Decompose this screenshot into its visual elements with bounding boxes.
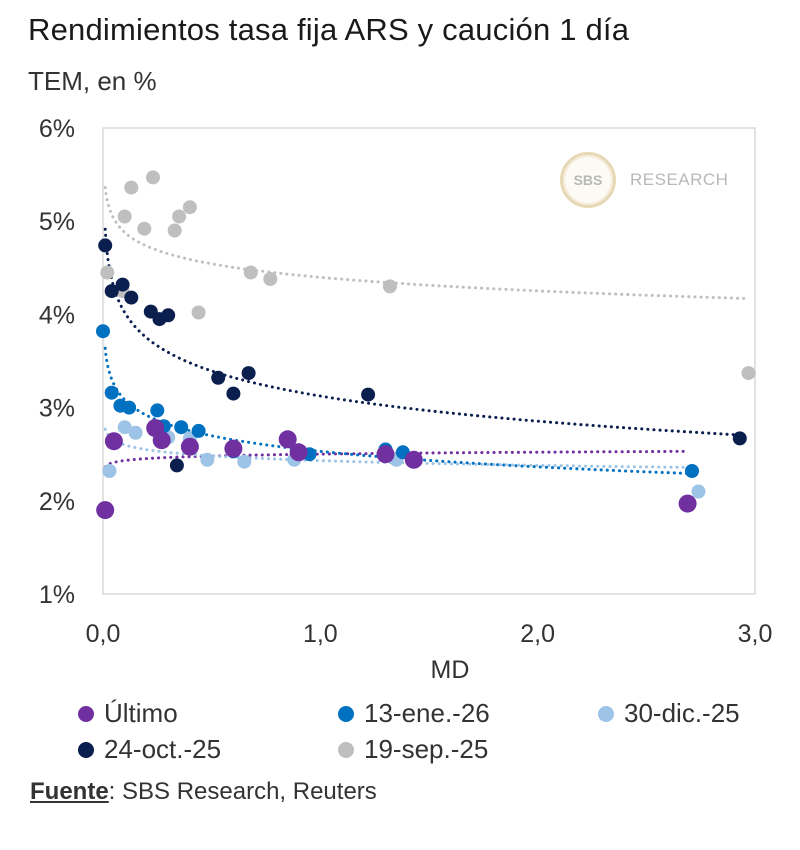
data-point [117, 209, 132, 224]
data-point [211, 370, 226, 385]
data-point [124, 290, 139, 305]
x-tick-label: 2,0 [520, 620, 555, 648]
data-point [161, 308, 176, 323]
y-axis: 1% 2% 3% 4% 5% 6% [39, 115, 75, 609]
data-point [237, 454, 252, 469]
data-point [104, 284, 119, 299]
x-tick-label: 0,0 [86, 620, 121, 648]
y-tick-label: 2% [39, 488, 75, 516]
x-axis-label: MD [431, 656, 470, 684]
legend-marker [78, 741, 94, 758]
data-point [96, 501, 115, 520]
trendline [103, 227, 742, 437]
y-tick-label: 5% [39, 208, 75, 236]
data-point [152, 431, 171, 450]
scatter-chart: 1% 2% 3% 4% 5% 6% 0,0 1,0 2,0 3,0 MD [39, 115, 773, 684]
data-point [182, 200, 197, 215]
data-point [167, 223, 182, 238]
legend-item: 30-dic.-25 [598, 698, 740, 729]
data-point [289, 443, 308, 462]
y-tick-label: 4% [39, 301, 75, 329]
data-point [128, 425, 143, 440]
data-point [124, 180, 139, 195]
y-tick-label: 3% [39, 395, 75, 423]
legend-item: 24-oct.-25 [78, 734, 221, 765]
y-tick-label: 6% [39, 115, 75, 143]
legend-marker [338, 705, 354, 722]
legend-label: 24-oct.-25 [104, 734, 222, 764]
data-point [376, 445, 395, 464]
data-point [263, 272, 278, 286]
data-point [102, 464, 117, 478]
data-point [146, 170, 160, 185]
trendline [103, 346, 694, 476]
data-point [117, 420, 132, 435]
legend-marker [598, 705, 614, 722]
data-point [191, 305, 206, 320]
legend-marker [338, 741, 354, 758]
source-label: Fuente [30, 778, 109, 805]
data-point [137, 221, 152, 236]
data-point [180, 437, 199, 456]
sbs-logo: SBS RESEARCH [560, 152, 728, 208]
legend-label: 19-sep.-25 [364, 734, 489, 764]
data-point [224, 439, 243, 458]
data-point [404, 450, 423, 469]
data-point [104, 385, 119, 400]
data-points [96, 170, 756, 520]
logo-mark: SBS [560, 152, 616, 208]
data-point [191, 423, 206, 438]
data-point [685, 464, 699, 478]
data-point [691, 484, 706, 499]
plot-area [102, 127, 756, 595]
legend-marker [78, 705, 94, 722]
data-point [361, 387, 376, 402]
trendline [103, 186, 750, 300]
x-tick-label: 1,0 [303, 620, 338, 648]
legend-item: 19-sep.-25 [338, 734, 488, 765]
chart-subtitle: TEM, en % [28, 66, 157, 96]
data-point [243, 265, 258, 280]
trendline [103, 427, 700, 469]
x-axis: 0,0 1,0 2,0 3,0 [86, 620, 773, 648]
data-point [226, 386, 241, 401]
data-point [172, 209, 187, 224]
data-point [200, 452, 215, 467]
data-point [678, 494, 697, 513]
legend-label: 30-dic.-25 [624, 698, 740, 728]
data-point [96, 324, 110, 339]
legend-item: 13-ene.-26 [338, 698, 490, 729]
data-point [382, 279, 397, 294]
source-note: Fuente: SBS Research, Reuters [30, 778, 377, 806]
data-point [100, 265, 115, 280]
data-point [241, 366, 256, 381]
legend-label: Último [104, 698, 178, 728]
logo-text: RESEARCH [630, 170, 729, 189]
data-point [732, 431, 747, 446]
y-tick-label: 1% [39, 581, 75, 609]
data-point [278, 430, 297, 449]
data-point [150, 403, 165, 418]
legend-item: Último [78, 698, 178, 729]
data-point [174, 420, 189, 435]
x-tick-label: 3,0 [738, 620, 773, 648]
data-point [122, 400, 137, 415]
legend-label: 13-ene.-26 [364, 698, 490, 728]
chart-title: Rendimientos tasa fija ARS y caución 1 d… [28, 12, 630, 47]
data-point [104, 432, 123, 451]
data-point [115, 277, 130, 292]
data-point [169, 458, 184, 473]
data-point [98, 238, 113, 253]
data-point [741, 366, 756, 381]
source-text: : SBS Research, Reuters [108, 778, 377, 805]
